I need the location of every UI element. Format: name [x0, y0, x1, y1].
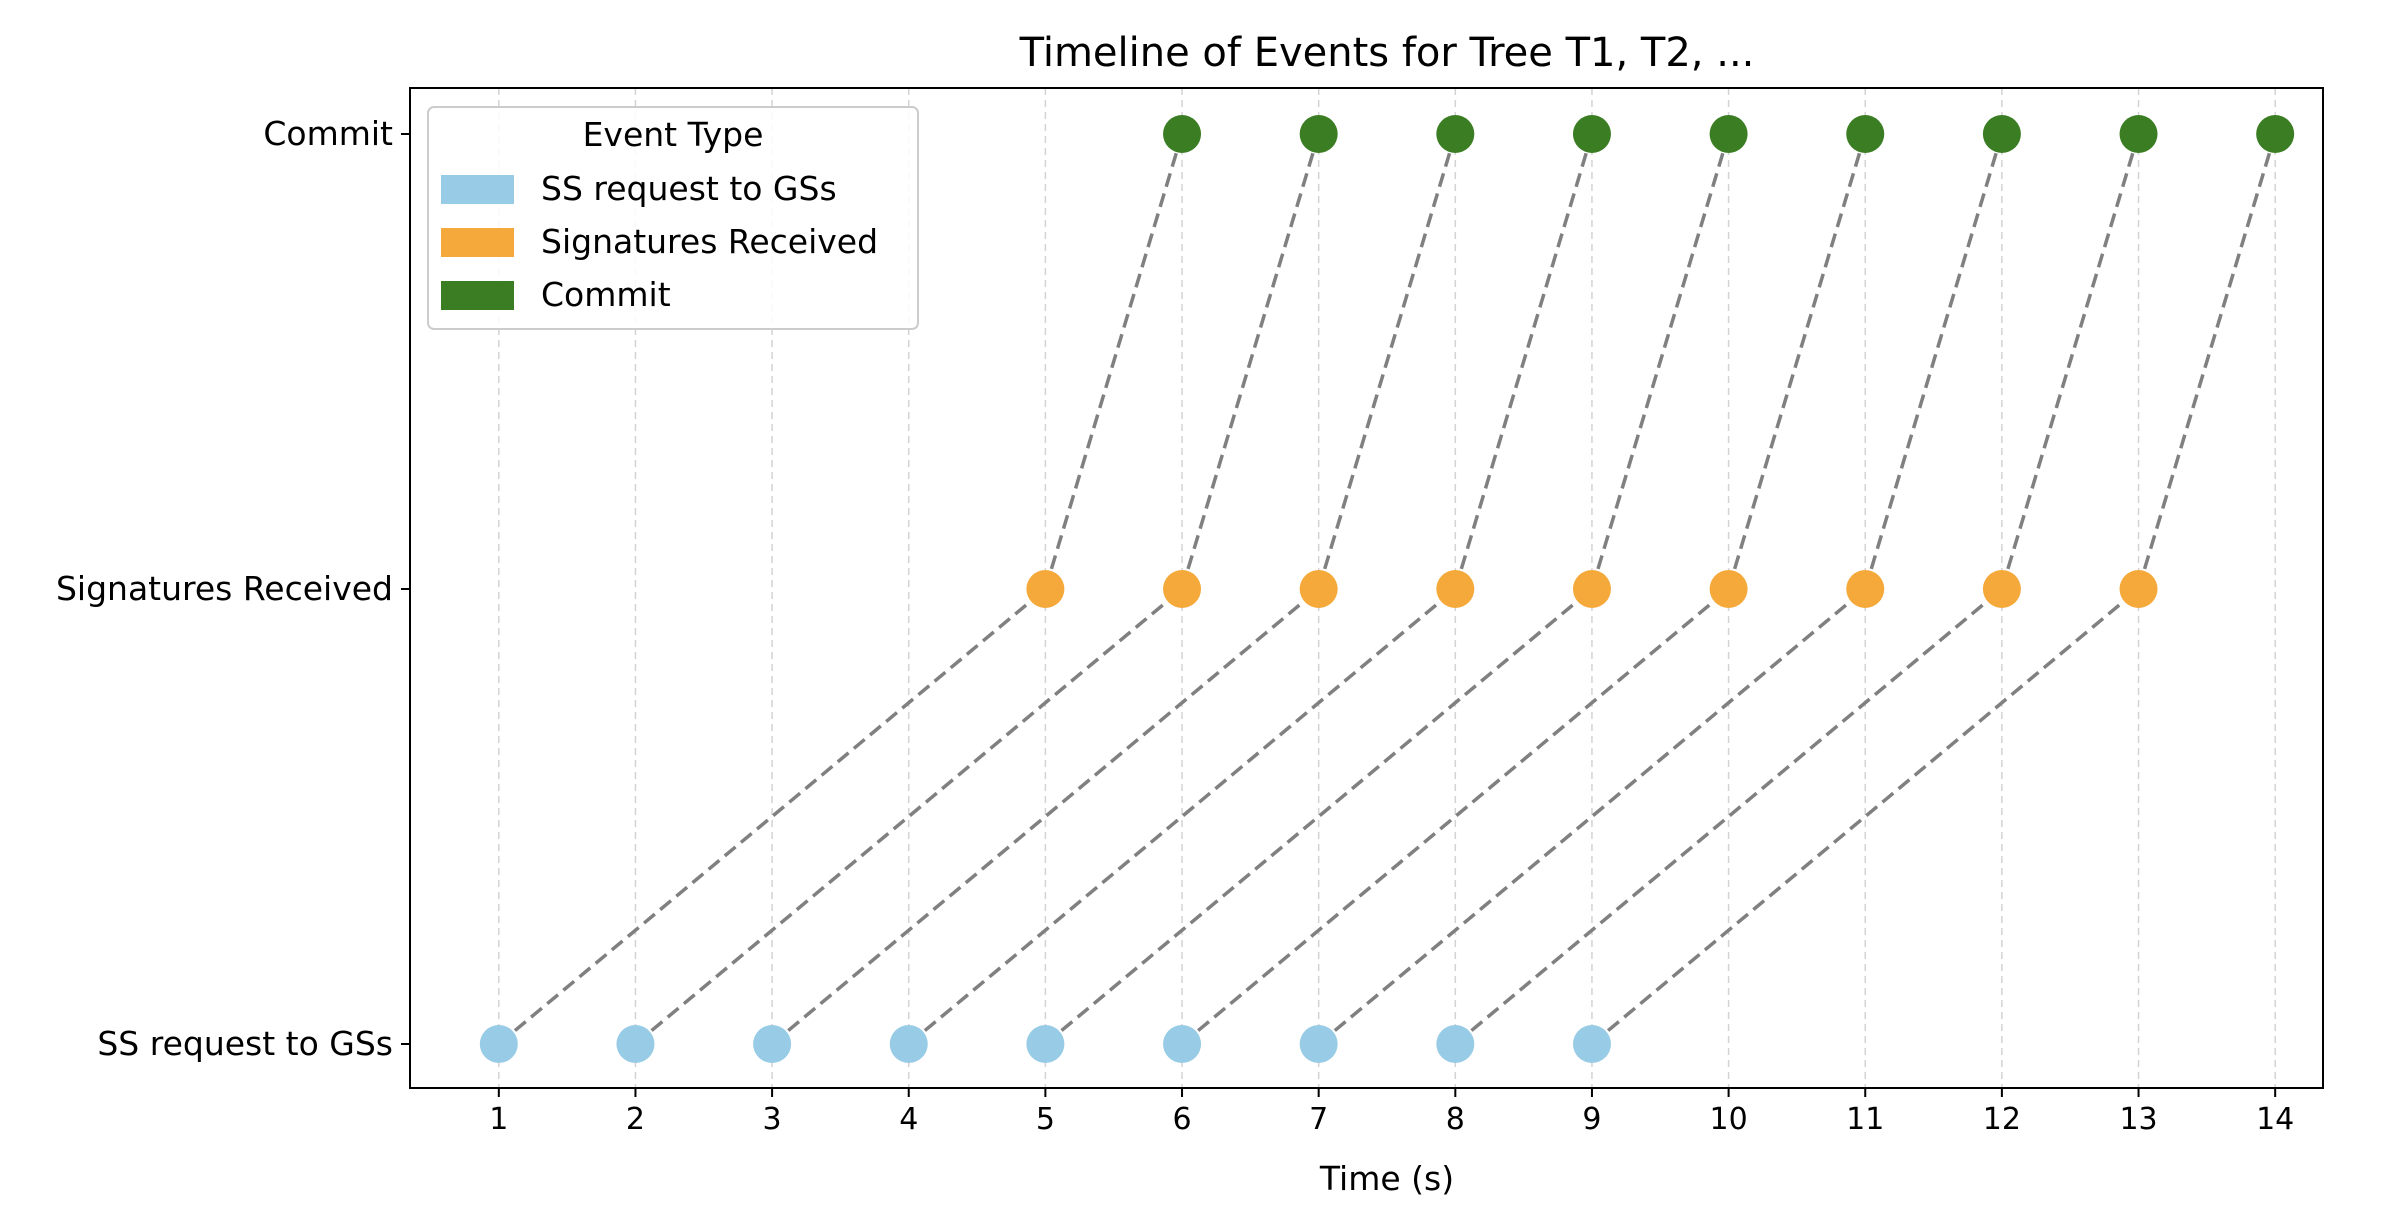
- x-tick-label: 14: [2256, 1102, 2294, 1137]
- arrow-layer: [497, 134, 2276, 1046]
- x-tick-label: 4: [899, 1102, 918, 1137]
- event-arrow: [1044, 589, 1592, 1046]
- legend-swatch: [441, 281, 514, 310]
- event-point: [1982, 570, 2021, 608]
- event-point: [1299, 1025, 1338, 1063]
- event-arrow: [2136, 134, 2276, 590]
- event-arrow: [1590, 589, 2139, 1046]
- x-tick-label: 2: [626, 1102, 645, 1137]
- event-arrow: [634, 589, 1182, 1046]
- x-tick-label: 10: [1710, 1102, 1748, 1137]
- legend-entries: SS request to GSs Signatures Received Comm…: [441, 169, 878, 314]
- legend-label: Signatures Received: [541, 222, 878, 261]
- event-point: [1709, 115, 1748, 153]
- event-arrow: [1590, 134, 1729, 590]
- event-point: [889, 1025, 928, 1063]
- event-point: [1436, 115, 1475, 153]
- event-point: [1572, 115, 1611, 153]
- event-point: [1026, 1025, 1065, 1063]
- event-arrow: [1454, 589, 2002, 1046]
- event-point: [1436, 1025, 1475, 1063]
- grid-layer: [498, 88, 2276, 1088]
- event-point: [1163, 115, 1202, 153]
- legend-label: SS request to GSs: [541, 169, 837, 208]
- x-tick-label: 11: [1846, 1102, 1884, 1137]
- event-point: [1163, 570, 1202, 608]
- event-arrow: [907, 589, 1456, 1046]
- chart-title: Timeline of Events for Tree T1, T2, ...: [1019, 30, 1755, 76]
- point-layer: [479, 115, 2295, 1063]
- x-tick-label: 1: [489, 1102, 508, 1137]
- x-tick-label: 12: [1983, 1102, 2021, 1137]
- event-arrow: [1180, 134, 1319, 590]
- event-point: [616, 1025, 655, 1063]
- x-tick-label: 5: [1036, 1102, 1055, 1137]
- event-arrow: [1043, 134, 1182, 590]
- event-point: [1436, 570, 1475, 608]
- event-point: [2256, 115, 2295, 153]
- event-point: [1026, 570, 1065, 608]
- legend-label: Commit: [541, 275, 671, 314]
- x-axis-label: Time (s): [1319, 1159, 1454, 1198]
- legend-swatch: [441, 175, 514, 204]
- event-arrow: [1726, 134, 1866, 590]
- event-point: [2119, 115, 2158, 153]
- x-tick-label: 7: [1309, 1102, 1328, 1137]
- event-point: [1299, 115, 1338, 153]
- y-tick-label: SS request to GSs: [97, 1024, 393, 1063]
- legend-frame: [427, 106, 919, 330]
- event-point: [1846, 115, 1885, 153]
- event-arrow: [770, 589, 1319, 1046]
- event-arrow: [1863, 134, 2002, 590]
- event-point: [1572, 1025, 1611, 1063]
- y-axis-ticks: SS request to GSs Signatures Received Comm…: [56, 114, 410, 1063]
- legend-swatch: [441, 228, 514, 257]
- legend-title: Event Type: [583, 115, 764, 154]
- event-point: [1163, 1025, 1202, 1063]
- event-point: [1709, 570, 1748, 608]
- event-point: [1299, 570, 1338, 608]
- event-point: [753, 1025, 792, 1063]
- event-arrow: [497, 589, 1046, 1046]
- event-point: [1572, 570, 1611, 608]
- event-point: [2119, 570, 2158, 608]
- x-tick-label: 9: [1582, 1102, 1601, 1137]
- x-tick-label: 3: [763, 1102, 782, 1137]
- y-tick-label: Commit: [263, 114, 393, 153]
- event-point: [479, 1025, 518, 1063]
- event-arrow: [1316, 134, 1456, 590]
- x-tick-label: 6: [1172, 1102, 1191, 1137]
- event-arrow: [1317, 589, 1866, 1046]
- event-arrow: [1453, 134, 1592, 590]
- x-tick-label: 13: [2119, 1102, 2157, 1137]
- event-arrow: [1180, 589, 1729, 1046]
- event-point: [1982, 115, 2021, 153]
- event-arrow: [2000, 134, 2139, 590]
- x-tick-label: 8: [1446, 1102, 1465, 1137]
- x-axis-ticks: 1 2 3 4 5 6 7 8 9 10 11 12 13 14: [489, 1088, 2294, 1137]
- y-tick-label: Signatures Received: [56, 569, 393, 608]
- legend: Event Type SS request to GSs Signatures R…: [427, 106, 919, 330]
- event-point: [1846, 570, 1885, 608]
